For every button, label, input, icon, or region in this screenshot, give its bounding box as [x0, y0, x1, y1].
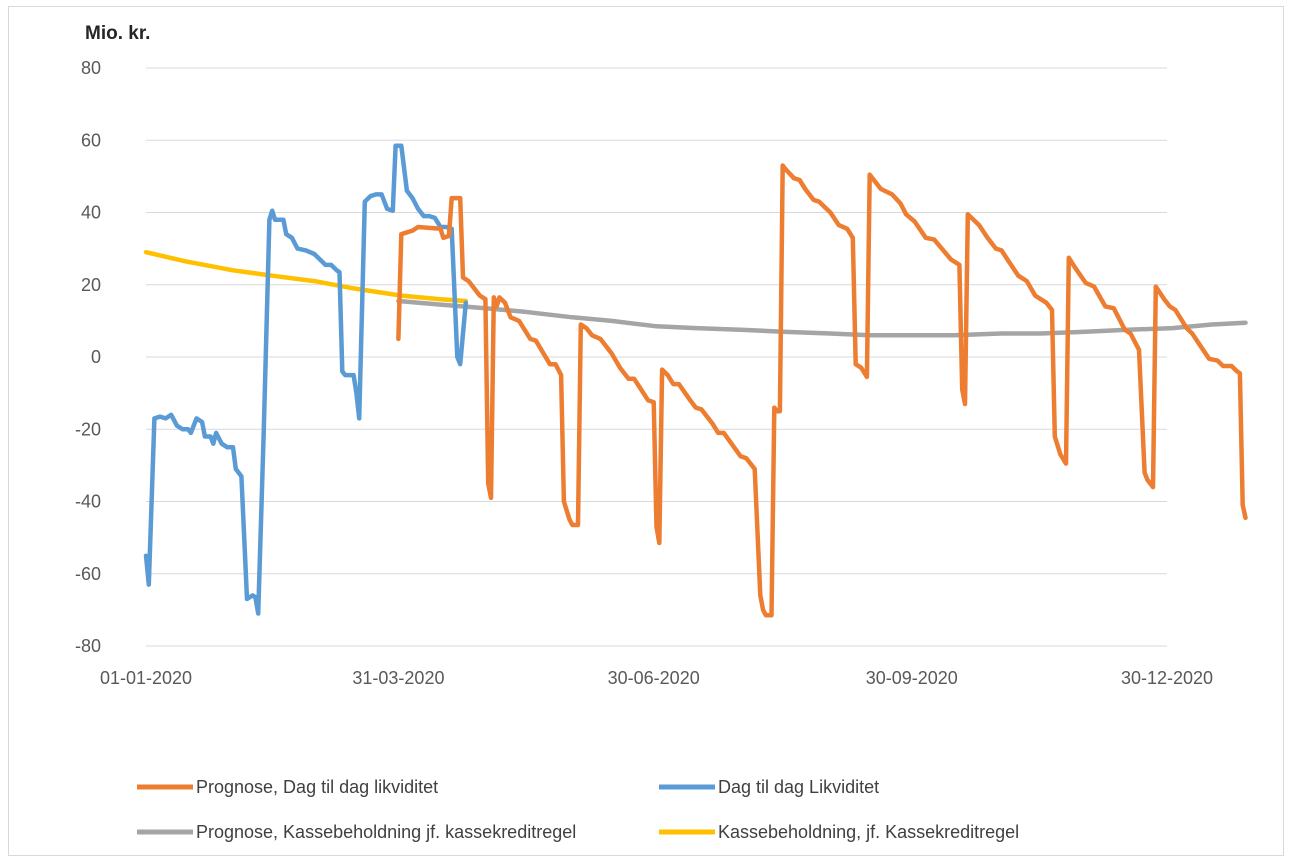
x-tick-label: 30-06-2020	[608, 668, 700, 688]
series-lines	[143, 143, 1248, 618]
x-axis-ticks: 01-01-2020 31-03-2020 30-06-2020 30-09-2020…	[100, 668, 1213, 688]
line-chart: Mio. kr. 80 60 40 20 0 -20 -40 -60 -80 01-01-202…	[75, 23, 1248, 842]
y-tick-label: -20	[75, 419, 101, 439]
y-tick-label: 60	[81, 130, 101, 150]
series-line	[396, 163, 1248, 618]
legend-item-kassebeholdning: Kassebeholdning, jf. Kassekreditregel	[659, 822, 1019, 842]
x-tick-label: 30-09-2020	[866, 668, 958, 688]
gridlines	[146, 67, 1167, 647]
x-tick-label: 31-03-2020	[352, 668, 444, 688]
y-tick-label: 0	[91, 347, 101, 367]
legend-item-prognose-likviditet: Prognose, Dag til dag likviditet	[137, 777, 438, 797]
legend-item-prognose-kassebeholdning: Prognose, Kassebeholdning jf. kassekredi…	[137, 822, 576, 842]
legend: Prognose, Dag til dag likviditet Dag til…	[137, 777, 1019, 842]
chart-frame: Mio. kr. 80 60 40 20 0 -20 -40 -60 -80 01-01-202…	[8, 6, 1284, 856]
legend-label: Prognose, Dag til dag likviditet	[196, 777, 438, 797]
y-tick-label: 20	[81, 275, 101, 295]
legend-label: Kassebeholdning, jf. Kassekreditregel	[718, 822, 1019, 842]
legend-label: Prognose, Kassebeholdning jf. kassekredi…	[196, 822, 576, 842]
series-line	[143, 143, 469, 616]
series-line	[143, 249, 469, 304]
y-tick-label: -60	[75, 564, 101, 584]
legend-label: Dag til dag Likviditet	[718, 777, 879, 797]
legend-item-likviditet: Dag til dag Likviditet	[659, 777, 879, 797]
x-tick-label: 30-12-2020	[1121, 668, 1213, 688]
y-tick-label: -80	[75, 636, 101, 656]
y-axis-unit-label: Mio. kr.	[85, 23, 150, 44]
y-tick-label: 80	[81, 58, 101, 78]
x-tick-label: 01-01-2020	[100, 668, 192, 688]
y-tick-label: -40	[75, 492, 101, 512]
y-axis-ticks: 80 60 40 20 0 -20 -40 -60 -80	[75, 58, 101, 656]
y-tick-label: 40	[81, 203, 101, 223]
series-line	[396, 298, 1248, 338]
